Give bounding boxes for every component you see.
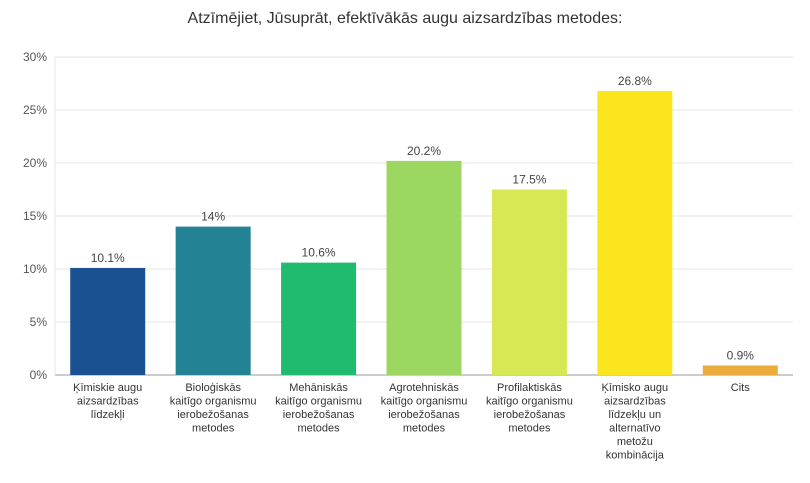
data-label: 0.9%	[727, 348, 755, 362]
bar	[702, 365, 778, 375]
chart-title: Atzīmējiet, Jūsuprāt, efektīvākās augu a…	[187, 10, 623, 27]
y-tick-label: 25%	[23, 103, 47, 117]
bar	[597, 90, 673, 376]
bar	[386, 160, 462, 375]
y-tick-label: 15%	[23, 209, 47, 223]
bar	[70, 267, 146, 375]
y-tick-label: 0%	[30, 368, 48, 382]
y-tick-label: 10%	[23, 262, 47, 276]
category-label: Cits	[731, 382, 750, 394]
y-tick-label: 20%	[23, 156, 47, 170]
y-tick-label: 30%	[23, 50, 47, 64]
data-label: 10.1%	[91, 251, 125, 265]
data-label: 10.6%	[302, 246, 336, 260]
data-label: 17.5%	[512, 173, 546, 187]
category-label: Agrotehniskās kaitīgo organismu ierobežoša…	[381, 382, 468, 435]
category-label: Ķīmiskie augu aizsardzības līdzekļi	[73, 382, 142, 421]
y-tick-label: 5%	[30, 315, 48, 329]
category-label: Profilaktiskās kaitīgo organismu ierobežoš…	[486, 382, 573, 435]
data-label: 14%	[201, 210, 225, 224]
data-label: 26.8%	[618, 74, 652, 88]
data-label: 20.2%	[407, 144, 441, 158]
category-label: Ķīmisko augu aizsardzības līdzekļu un alter…	[602, 382, 669, 462]
category-label: Bioloģiskās kaitīgo organismu ierobežošana…	[170, 381, 257, 435]
category-label: Mehāniskās kaitīgo organismu ierobežošanas…	[275, 382, 362, 435]
bar	[281, 262, 357, 375]
bar	[175, 226, 251, 375]
bar	[491, 189, 567, 375]
